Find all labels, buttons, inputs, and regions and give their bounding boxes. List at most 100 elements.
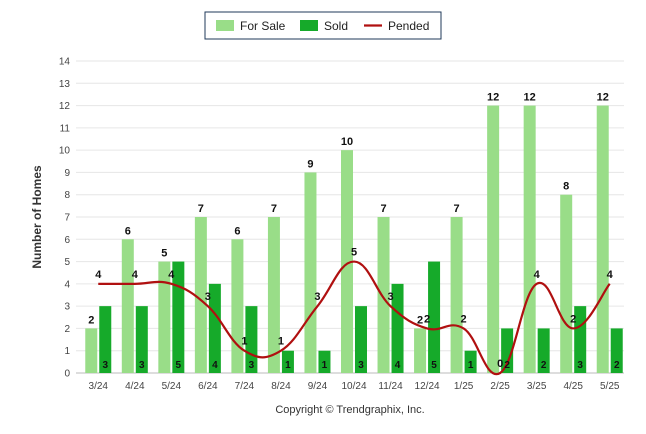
bar-for-sale: [267, 217, 280, 373]
x-tick-label: 2/25: [490, 381, 510, 392]
bar-for-sale: [85, 328, 98, 373]
data-label-for-sale: 12: [597, 92, 609, 104]
y-tick-label: 2: [64, 324, 70, 335]
y-tick-label: 11: [60, 123, 71, 134]
x-tick-label: 1/25: [454, 381, 474, 392]
x-tick-label: 3/24: [89, 381, 109, 392]
data-label-sold: 4: [395, 360, 401, 371]
legend: For Sale Sold Pended: [204, 11, 442, 40]
data-label-sold: 3: [358, 360, 364, 371]
data-label-for-sale: 8: [563, 181, 569, 193]
series-line-pended: [98, 260, 611, 376]
y-tick-label: 9: [64, 168, 70, 179]
x-tick-label: 5/25: [600, 381, 620, 392]
data-label-sold: 5: [431, 360, 437, 371]
data-label-pended: 1: [241, 336, 247, 348]
legend-swatch: [216, 20, 234, 31]
data-label-for-sale: 12: [524, 92, 536, 104]
bar-sold: [208, 283, 221, 373]
bar-for-sale: [194, 217, 207, 373]
y-tick-label: 0: [64, 369, 70, 380]
legend-label: Sold: [324, 19, 348, 33]
bar-sold: [610, 328, 623, 373]
data-label-pended: 1: [278, 336, 284, 348]
bar-for-sale: [304, 172, 317, 373]
bar-for-sale: [450, 217, 463, 373]
data-label-for-sale: 9: [307, 158, 313, 170]
y-tick-label: 8: [64, 190, 70, 201]
data-label-for-sale: 10: [341, 136, 353, 148]
legend-label: For Sale: [240, 19, 286, 33]
bar-for-sale: [231, 239, 244, 373]
data-label-for-sale: 5: [161, 248, 167, 260]
bar-for-sale: [414, 328, 427, 373]
data-label-sold: 3: [249, 360, 255, 371]
data-label-pended: 0: [497, 358, 503, 370]
y-tick-label: 5: [64, 257, 70, 268]
data-label-for-sale: 7: [271, 203, 277, 215]
data-label-pended: 5: [351, 247, 357, 259]
x-tick-label: 3/25: [527, 381, 547, 392]
data-label-for-sale: 7: [198, 203, 204, 215]
data-label-for-sale: 2: [88, 314, 94, 326]
data-label-pended: 3: [387, 291, 393, 303]
data-label-sold: 2: [614, 360, 620, 371]
bar-sold: [355, 306, 367, 373]
data-label-pended: 3: [314, 291, 320, 303]
x-tick-label: 4/24: [125, 381, 145, 392]
x-tick-label: 5/24: [162, 381, 182, 392]
data-label-sold: 1: [468, 360, 474, 371]
bar-for-sale: [121, 239, 134, 373]
bar-for-sale: [523, 105, 536, 374]
data-label-pended: 2: [424, 313, 430, 325]
bar-sold: [537, 328, 550, 373]
data-label-pended: 4: [607, 269, 614, 281]
bar-sold: [172, 261, 185, 373]
data-label-for-sale: 2: [417, 314, 423, 326]
data-label-for-sale: 6: [125, 225, 131, 237]
legend-swatch: [300, 20, 318, 31]
y-tick-label: 7: [64, 213, 70, 224]
data-label-for-sale: 6: [234, 225, 240, 237]
legend-box: [204, 11, 442, 40]
data-label-sold: 1: [322, 360, 328, 371]
y-axis-label: Number of Homes: [30, 165, 44, 269]
y-tick-label: 1: [64, 346, 70, 357]
data-label-sold: 3: [139, 360, 145, 371]
data-label-sold: 1: [285, 360, 291, 371]
y-tick-label: 3: [64, 302, 70, 313]
data-label-for-sale: 7: [380, 203, 386, 215]
y-tick-label: 12: [59, 101, 71, 112]
bar-for-sale: [560, 194, 573, 373]
bar-sold: [428, 261, 441, 373]
bar-for-sale: [487, 105, 500, 374]
data-label-pended: 2: [570, 313, 576, 325]
data-label-sold: 2: [504, 360, 510, 371]
bar-sold: [318, 350, 331, 373]
y-tick-label: 4: [64, 279, 70, 290]
x-tick-label: 4/25: [563, 381, 583, 392]
x-tick-label: 6/24: [198, 381, 218, 392]
y-tick-label: 13: [59, 79, 71, 90]
bar-sold: [464, 350, 477, 373]
x-tick-label: 12/24: [415, 381, 440, 392]
x-tick-label: 10/24: [341, 381, 366, 392]
bar-for-sale: [158, 261, 171, 373]
bar-for-sale: [341, 150, 353, 373]
x-tick-label: 7/24: [235, 381, 255, 392]
bar-for-sale: [377, 217, 390, 373]
data-label-sold: 2: [541, 360, 547, 371]
y-tick-label: 10: [59, 146, 71, 157]
data-label-pended: 3: [205, 291, 211, 303]
data-label-pended: 4: [168, 269, 175, 281]
x-tick-label: 11/24: [378, 381, 403, 392]
copyright-text: Copyright © Trendgraphix, Inc.: [275, 404, 424, 416]
data-label-pended: 2: [461, 313, 467, 325]
data-label-pended: 4: [95, 269, 102, 281]
data-label-sold: 5: [176, 360, 182, 371]
y-tick-label: 6: [64, 235, 70, 246]
data-label-sold: 3: [102, 360, 108, 371]
data-label-sold: 4: [212, 360, 218, 371]
y-tick-label: 14: [59, 57, 71, 68]
